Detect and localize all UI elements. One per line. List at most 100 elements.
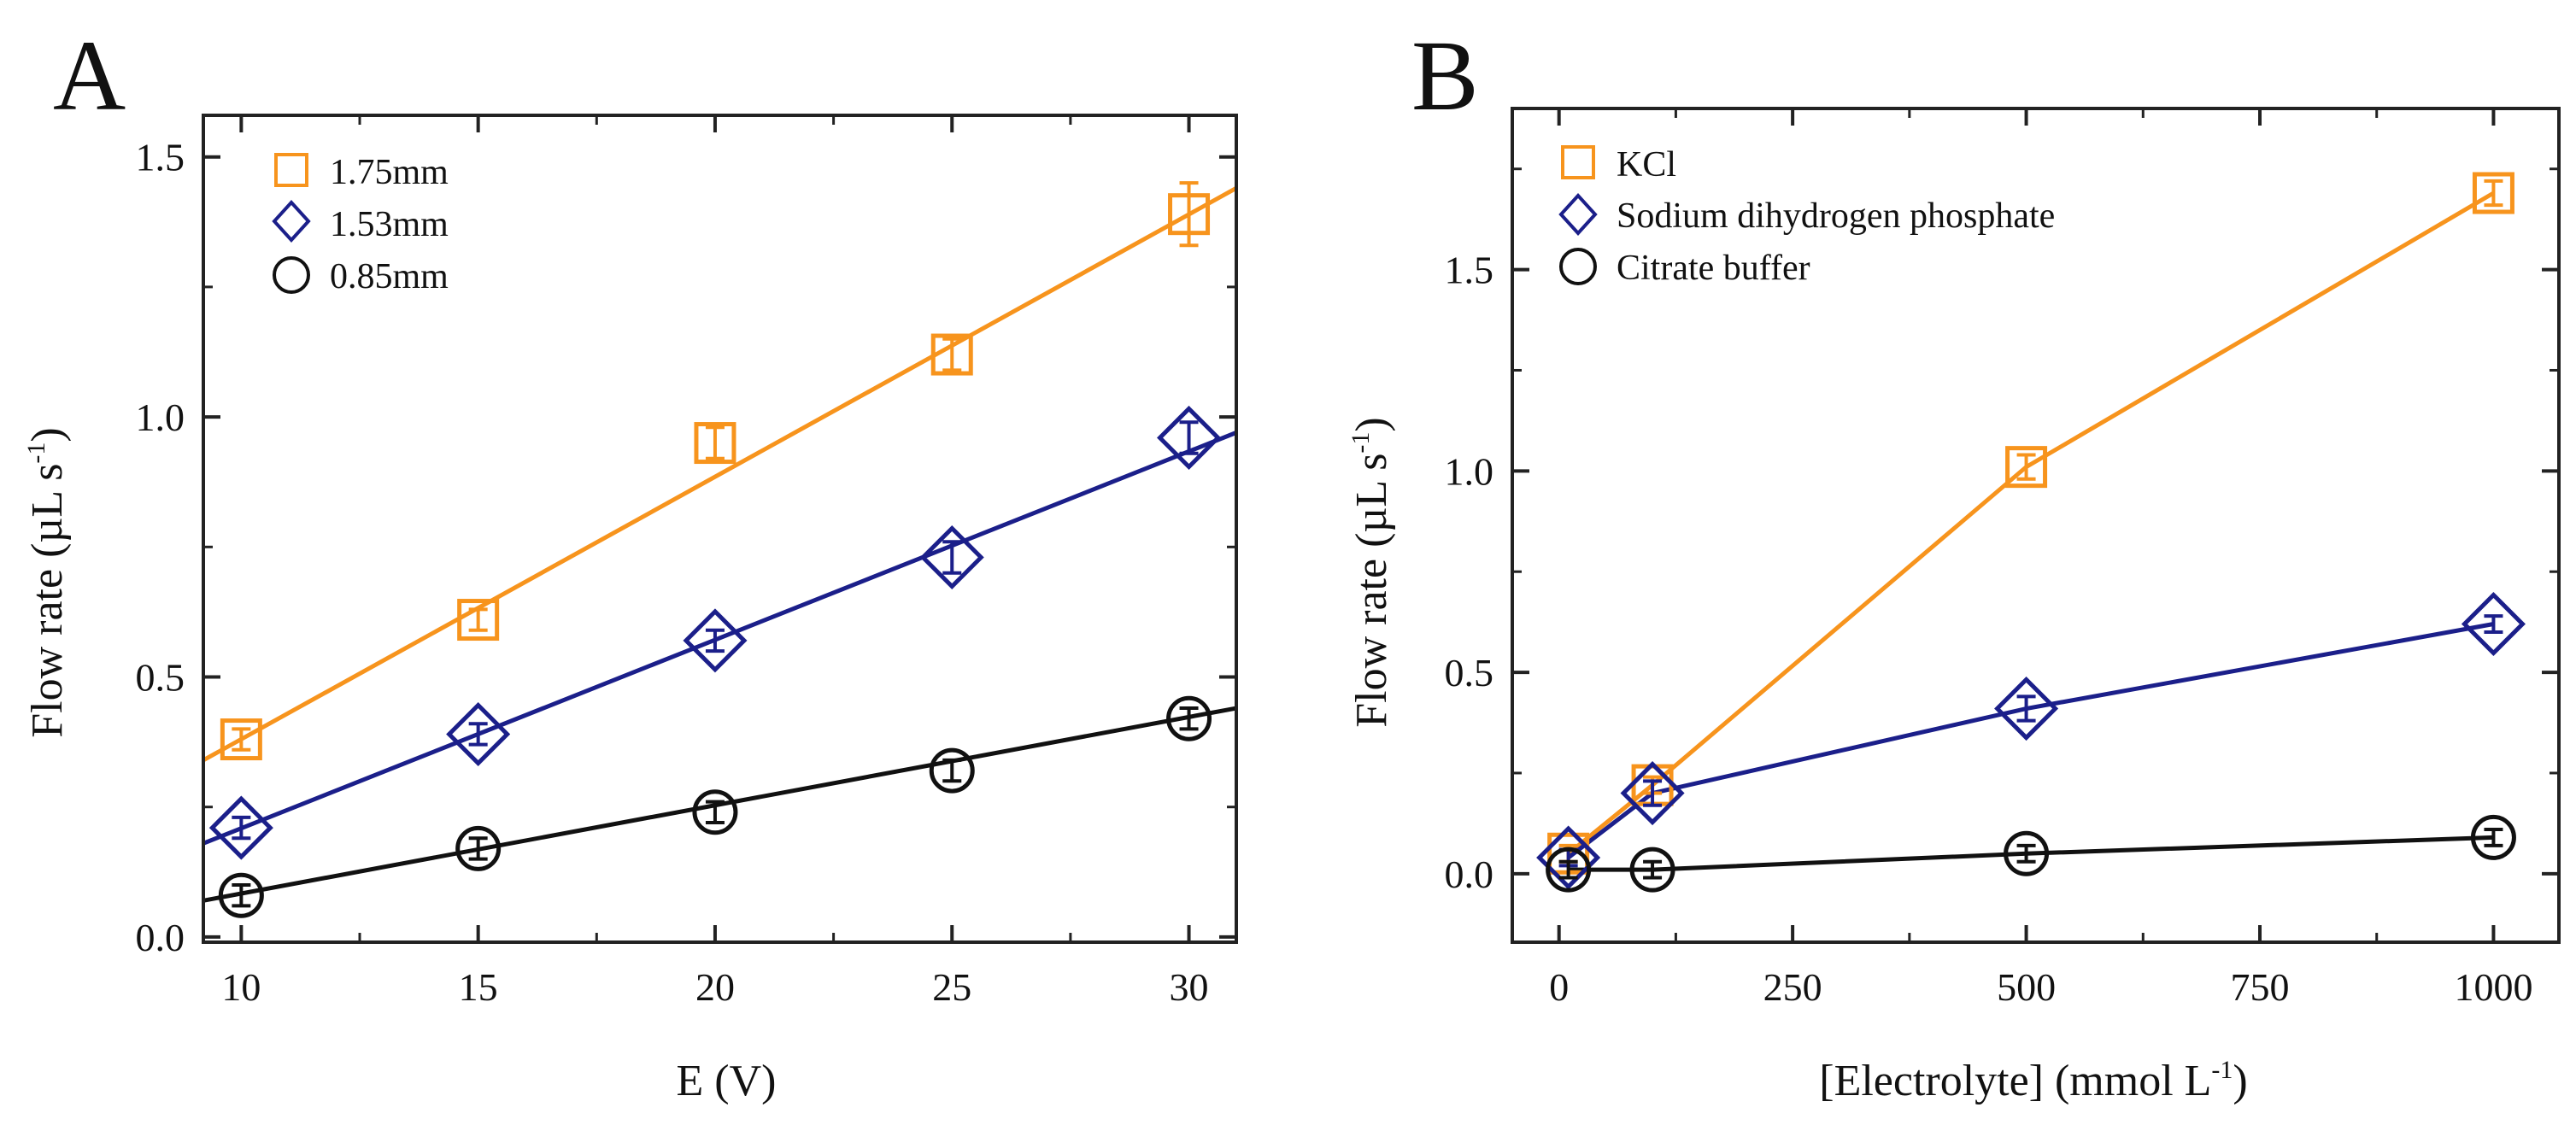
data-point-1-75mm	[220, 718, 262, 761]
data-point-1-53mm	[919, 524, 984, 590]
x-tick-label: 1000	[2454, 965, 2532, 1009]
data-point-kcl	[2472, 172, 2514, 214]
square-marker	[930, 333, 973, 376]
circle-marker	[455, 825, 502, 871]
legend-label: Citrate buffer	[1617, 249, 1810, 288]
square-marker	[457, 599, 500, 642]
y-tick-label: 1.0	[136, 396, 185, 439]
diamond-marker	[1536, 825, 1601, 890]
y-tick-label: 0.0	[1445, 853, 1494, 896]
data-point-0-85mm	[218, 872, 264, 918]
data-point-1-53mm	[683, 608, 748, 673]
circle-marker	[218, 872, 264, 918]
square-marker	[2005, 446, 2048, 489]
circle-marker	[692, 789, 738, 835]
circle-marker	[2470, 814, 2516, 860]
fit-line-0-85mm	[202, 706, 1237, 903]
legend-entry-0-85mm: 0.85mm	[273, 256, 449, 296]
y-tick-label: 1.0	[1445, 449, 1494, 493]
x-tick-label: 30	[1170, 965, 1209, 1009]
legend-entry-sodium-dihydrogen-phosphate: Sodium dihydrogen phosphate	[1558, 193, 2055, 236]
data-point-citrate-buffer	[1546, 847, 1592, 893]
legend-b: KCl Sodium dihydrogen phosphate Citrate …	[1558, 145, 2055, 288]
legend-label: 0.85mm	[330, 257, 449, 296]
square-marker	[1168, 193, 1211, 236]
plot-frame-a	[202, 114, 1238, 944]
series-line-sodium-dihydrogen-phosphate	[1567, 622, 2494, 859]
legend-label: KCl	[1617, 145, 1676, 185]
series-line-kcl	[1567, 190, 2495, 856]
data-point-1-75mm	[1168, 181, 1211, 248]
diamond-marker	[1620, 761, 1685, 826]
data-point-sodium-dihydrogen-phosphate	[1620, 761, 1685, 826]
diamond-marker	[2461, 591, 2526, 657]
legend-entry-1-53mm: 1.53mm	[272, 200, 449, 244]
data-point-0-85mm	[455, 825, 502, 871]
legend-diamond-marker	[272, 200, 311, 243]
data-point-1-53mm	[1157, 405, 1222, 470]
y-tick-label: 0.5	[136, 656, 185, 700]
legend-entry-citrate-buffer: Citrate buffer	[1559, 248, 1810, 288]
x-tick-label: 500	[1997, 965, 2056, 1009]
legend-circle-marker	[273, 256, 310, 294]
diamond-marker	[208, 795, 273, 860]
panel-letter-a: A	[53, 20, 126, 132]
circle-marker	[1166, 695, 1212, 741]
data-point-1-53mm	[446, 701, 511, 767]
data-point-citrate-buffer	[2004, 830, 2050, 876]
circle-marker	[1629, 847, 1675, 893]
circle-marker	[1546, 847, 1592, 893]
x-axis-title-a: E (V)	[677, 1057, 777, 1105]
data-point-0-85mm	[929, 747, 975, 794]
data-point-sodium-dihydrogen-phosphate	[2461, 591, 2526, 657]
diamond-marker	[446, 701, 511, 767]
x-tick-label: 250	[1763, 965, 1822, 1009]
legend-label: Sodium dihydrogen phosphate	[1617, 196, 2055, 236]
legend-entry-1-75mm: 1.75mm	[274, 153, 449, 192]
legend-square-marker	[274, 153, 308, 187]
panel-a: A 10 15 20 25 30 0.0 0.5 1.0 1.5 E (V) Flow rate…	[22, 20, 1238, 1105]
x-tick-label: 0	[1549, 965, 1569, 1009]
data-point-sodium-dihydrogen-phosphate	[1994, 676, 2059, 741]
diamond-marker	[1994, 676, 2059, 741]
legend-label: 1.75mm	[330, 153, 449, 192]
square-marker	[2472, 172, 2514, 214]
data-point-1-75mm	[694, 422, 736, 465]
data-point-1-53mm	[208, 795, 273, 860]
square-marker	[220, 718, 262, 761]
x-tick-label: 20	[695, 965, 735, 1009]
legend-a: 1.75mm 1.53mm 0.85mm	[272, 153, 449, 296]
y-tick-label: 0.0	[136, 916, 185, 959]
legend-entry-kcl: KCl	[1561, 145, 1676, 185]
x-tick-label: 15	[459, 965, 498, 1009]
data-point-kcl	[2005, 446, 2048, 489]
data-point-1-75mm	[457, 599, 500, 642]
x-tick-label: 25	[932, 965, 971, 1009]
diamond-marker	[1157, 405, 1222, 470]
legend-circle-marker	[1559, 248, 1597, 285]
diamond-marker	[919, 524, 984, 590]
plot-frame-b	[1511, 107, 2561, 944]
x-axis-title-b: [Electrolyte] (mmol L-1)	[1819, 1056, 2248, 1105]
legend-label: 1.53mm	[330, 205, 449, 244]
y-tick-label: 0.5	[1445, 651, 1494, 694]
data-point-1-75mm	[930, 333, 973, 376]
legend-diamond-marker	[1558, 193, 1598, 236]
y-tick-label: 1.5	[1445, 249, 1494, 292]
panel-letter-b: B	[1411, 20, 1479, 132]
y-tick-label: 1.5	[136, 136, 185, 179]
x-tick-label: 750	[2231, 965, 2290, 1009]
fit-line-1-75mm	[202, 186, 1238, 763]
series-line-citrate-buffer	[1568, 835, 2494, 872]
diamond-marker	[683, 608, 748, 673]
data-point-citrate-buffer	[1629, 847, 1675, 893]
y-axis-title-a: Flow rate (µL s-1)	[22, 427, 72, 738]
circle-marker	[2004, 830, 2050, 876]
square-marker	[694, 422, 736, 465]
data-point-citrate-buffer	[2470, 814, 2516, 860]
y-axis-title-b: Flow rate (µL s-1)	[1347, 417, 1396, 728]
panel-b: B 0 250 500 750 1000 0.0 0.5 1.0 1.5 [Electrolyt…	[1347, 20, 2561, 1105]
data-point-0-85mm	[1166, 695, 1212, 741]
data-point-0-85mm	[692, 789, 738, 835]
